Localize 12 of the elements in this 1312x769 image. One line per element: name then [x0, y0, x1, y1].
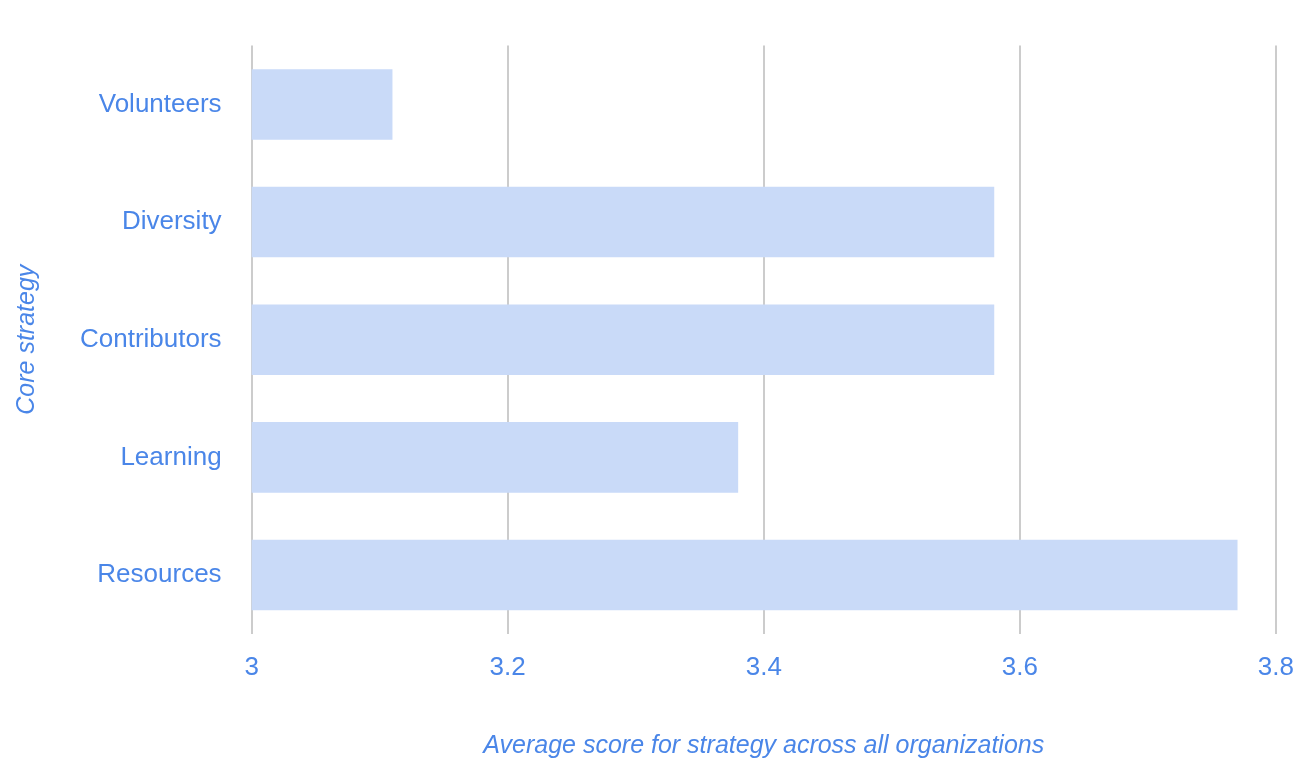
y-axis-title: Core strategy — [10, 263, 39, 415]
y-tick-label: Learning — [120, 440, 222, 471]
y-tick-label: Volunteers — [98, 87, 222, 118]
x-tick-label: 3.6 — [1001, 650, 1038, 681]
x-axis-title: Average score for strategy across all organizations — [481, 729, 1045, 758]
y-tick-label: Resources — [97, 558, 222, 589]
x-tick-label: 3 — [244, 650, 259, 681]
x-tick-label: 3.4 — [745, 650, 782, 681]
y-tick-label: Diversity — [121, 205, 222, 236]
y-tick-label: Contributors — [79, 322, 222, 353]
x-tick-label: 3.8 — [1257, 650, 1295, 681]
x-tick-label: 3.2 — [489, 650, 526, 681]
